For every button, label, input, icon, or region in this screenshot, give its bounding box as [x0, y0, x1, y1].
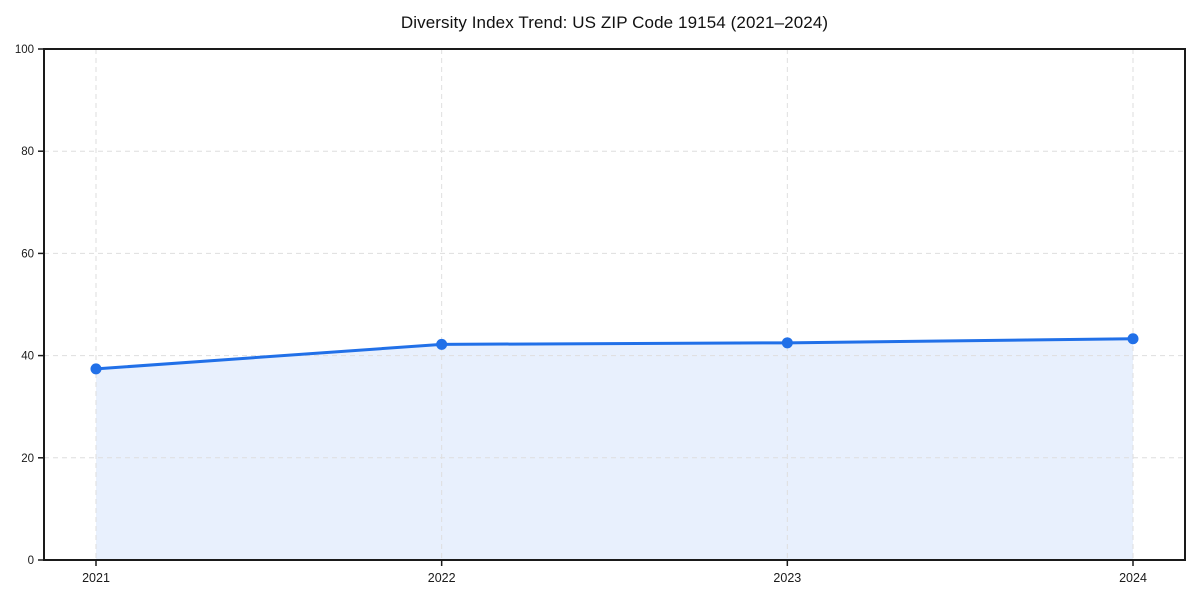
data-point-2024: [1127, 333, 1139, 345]
data-point-2023: [781, 337, 793, 349]
x-tick-label: 2022: [428, 571, 456, 585]
trend-line: [94, 337, 1135, 371]
y-tick-label: 40: [21, 351, 34, 363]
y-tick-label: 80: [21, 146, 34, 158]
axes-spines: [43, 48, 1186, 561]
chart-title: Diversity Index Trend: US ZIP Code 19154…: [400, 13, 829, 32]
x-tick-label: 2024: [1119, 571, 1147, 585]
x-tick-label: 2021: [82, 571, 110, 585]
y-tick-label: 20: [21, 453, 34, 465]
y-tick-label: 60: [21, 248, 34, 260]
area-fill: [96, 338, 1133, 560]
y-tick-label: 100: [15, 44, 34, 56]
y-tick-label: 0: [28, 555, 34, 567]
x-tick-label: 2023: [773, 571, 801, 585]
plot-background: [44, 49, 1185, 560]
data-point-2022: [436, 338, 448, 350]
data-point-2021: [90, 363, 102, 375]
